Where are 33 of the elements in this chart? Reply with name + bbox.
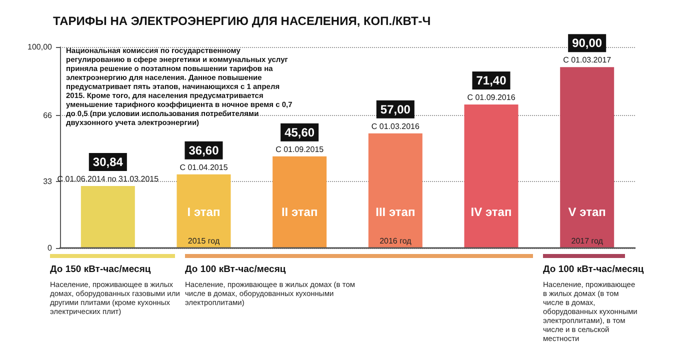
bar	[272, 156, 327, 248]
data-label: 90,00	[572, 36, 602, 50]
bar	[560, 67, 614, 248]
chart-title: ТАРИФЫ НА ЭЛЕКТРОЭНЕРГИЮ ДЛЯ НАСЕЛЕНИЯ, КОП./КВТ-Ч	[53, 14, 431, 28]
annotation: 2015 год	[188, 236, 220, 246]
text: До 100 кВт-час/месяц	[185, 264, 286, 275]
data-label: 36,60	[188, 143, 220, 158]
annotation: С 01.04.2015	[180, 162, 228, 172]
text: До 100 кВт-час/месяц	[543, 264, 644, 275]
data-label: 71,40	[476, 73, 507, 88]
y-tick-label: 33	[43, 177, 53, 186]
x-tick-label: IV этап	[470, 205, 512, 219]
annotation: С 01.03.2016	[371, 122, 420, 131]
annotation: 2017 год	[571, 236, 604, 246]
bar	[176, 174, 231, 248]
y-tick-label: 66	[43, 110, 53, 120]
annotation: С 01.03.2017	[563, 56, 612, 65]
y-tick-label: 0	[48, 244, 53, 252]
annotation: С 01.09.2016	[467, 92, 516, 102]
x-tick-label: I этап	[187, 205, 220, 219]
x-tick-label: II этап	[281, 205, 318, 219]
data-label: 30,84	[92, 155, 124, 170]
x-tick-label: III этап	[376, 205, 416, 219]
text: До 150 кВт-час/месяц	[50, 264, 151, 275]
data-label: 57,00	[380, 102, 411, 116]
annotation: С 01.09.2015	[276, 144, 324, 154]
annotation: 2016 год	[380, 236, 412, 246]
bar	[80, 186, 135, 248]
bar	[368, 133, 422, 248]
x-tick-label: V этап	[568, 205, 606, 219]
data-label: 45,60	[284, 125, 315, 140]
y-tick-label: 100,00	[28, 42, 53, 52]
bar	[464, 104, 518, 248]
